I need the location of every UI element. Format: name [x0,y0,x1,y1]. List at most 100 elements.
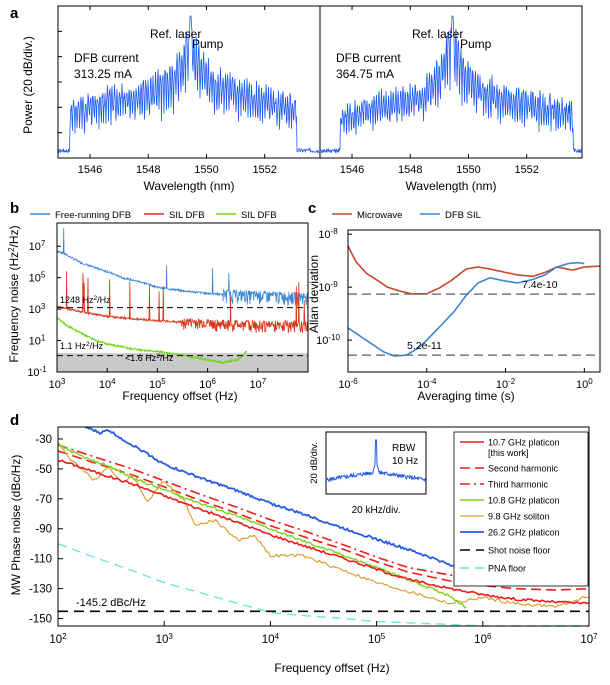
panel-d-legend: 10.7 GHz platicon [this work] Second har… [453,431,589,587]
panel-label-d: d [10,412,19,429]
d-frame [57,426,590,627]
c-xtick-label-1: 10-4 [417,377,437,392]
b-ytick-label-4: 107 [29,239,46,254]
d-legend-item-0b: [this work] [488,448,529,458]
panel-a-left-plot: 1546 1548 1550 1552 [57,6,321,176]
d-legend-item-2: Third harmonic [488,480,549,490]
a-xtick-label-1-2: 1550 [456,164,480,176]
c-legend-item-0: Microwave [357,210,402,221]
d-series-4 [57,442,589,608]
b-xtick-label-0: 103 [49,377,66,392]
a-xtick-label-1-0: 1546 [340,164,364,176]
panel-b: Frequency noise (Hz2/Hz) Free-running DF… [7,210,309,403]
d-annot-floor: -145.2 dBc/Hz [76,597,146,609]
d-ytick-label-2: -110 [30,554,52,566]
d-legend-item-1: Second harmonic [488,464,559,474]
a-xtick-label-0-3: 1552 [252,164,276,176]
panel-b-plot: 103 104 105 106 107 10-1 101 103 105 107 [27,222,309,392]
panel-label-c: c [308,200,316,217]
c-ytick-label-0: 10-10 [316,333,340,348]
a-xtick-label-0-1: 1548 [136,164,160,176]
d-ytick-label-4: -70 [35,494,52,506]
panel-b-xlabel: Frequency offset (Hz) [122,389,237,403]
a-left-ref-label: Ref. laser [150,27,201,41]
panel-label-b: b [10,200,19,217]
inset-ylabel: 20 dB/div. [309,442,320,484]
panel-a-right-plot: 1546 1548 1550 1552 [319,6,583,176]
a-left-pump-label: Pump [192,37,224,51]
b-annot-16: <1.6 Hz2/Hz [125,353,174,364]
panel-c-legend: Microwave DFB SIL [332,210,481,221]
d-xtick-label-1: 103 [156,632,174,647]
b-ytick-label-0: 10-1 [27,365,47,380]
panel-d-inset: 20 dB/div. 20 kHz/div. RBW 10 Hz [309,431,427,516]
a-left-current-label: DFB current [74,51,139,65]
panel-label-a: a [10,5,19,22]
b-annot-1248: 1248 Hz2/Hz [60,295,111,306]
b-ytick-label-1: 101 [29,333,46,348]
d-xtick-label-4: 106 [474,632,492,647]
d-series-5 [84,426,473,575]
panel-d-xlabel: Frequency offset (Hz) [274,661,389,675]
d-series-1 [57,450,590,591]
c-ytick-label-1: 10-9 [318,280,338,295]
a-right-xlabel: Wavelength (nm) [406,179,497,193]
inset-rbw-value: 10 Hz [392,456,418,467]
a-spectrum-trace-1 [319,15,583,154]
d-ytick-label-6: -30 [35,434,52,446]
inset-spectrum-trace [325,439,427,484]
panel-d-plot: 102 103 104 105 106 107 -150 -130 -110 -90 -70 -50 -… [29,426,598,647]
d-xtick-label-5: 107 [580,632,598,647]
d-legend-item-3: 10.8 GHz platicon [488,496,560,506]
panel-c-xlabel: Averaging time (s) [417,389,514,403]
d-xtick-label-3: 105 [368,632,386,647]
a-right-current-value: 364.75 mA [336,67,394,81]
a-right-current-label: DFB current [336,51,401,65]
c-xtick-label-0: 10-6 [338,377,358,392]
a-xtick-label-1-1: 1548 [398,164,422,176]
panel-a-right-frame [319,5,583,159]
a-xtick-label-0-0: 1546 [78,164,102,176]
d-series-0 [57,459,590,605]
d-xtick-label-0: 102 [49,632,67,647]
d-legend-item-7: PNA floor [488,564,526,574]
d-legend-item-5: 26.2 GHz platicon [488,528,560,538]
d-ytick-label-1: -130 [29,584,52,596]
b-legend-item-2: SIL DFB [241,210,277,221]
panel-c-ylabel: Allan deviation [307,255,321,333]
d-legend-box [453,431,589,587]
b-ytick-label-3: 105 [29,270,46,285]
b-series-0 [56,228,309,307]
panel-c: Allan deviation Microwave DFB SIL 10-6 10… [307,210,601,403]
b-annot-11: 1.1 Hz2/Hz [60,341,104,352]
panel-d: MW Phase noise (dBc/Hz) 102 103 104 105 106 1… [9,426,598,675]
a-spectrum-trace-0 [57,15,321,154]
b-xtick-label-1: 104 [99,377,116,392]
b-xtick-label-3: 106 [199,377,216,392]
d-ytick-label-5: -50 [35,464,52,476]
c-annot-lower: 5.2e-11 [407,340,442,352]
inset-frame [325,431,427,495]
a-xtick-label-1-3: 1552 [514,164,538,176]
b-shaded-floor [57,353,308,372]
a-right-ref-label: Ref. laser [412,27,463,41]
c-annot-upper: 7.4e-10 [522,279,558,291]
a-xtick-label-0-2: 1550 [194,164,218,176]
panel-b-ylabel: Frequency noise (Hz2/Hz) [7,225,22,362]
d-legend-item-4: 9.8 GHz soliton [488,512,550,522]
a-left-xlabel: Wavelength (nm) [144,179,235,193]
c-legend-item-1: DFB SIL [445,210,481,221]
a-right-pump-label: Pump [460,37,492,51]
d-ytick-label-3: -90 [35,524,52,536]
b-ytick-label-2: 103 [29,302,46,317]
c-frame [347,229,601,373]
d-series-3 [57,443,467,609]
c-ytick-label-2: 10-8 [318,227,338,242]
b-series-1 [56,271,309,334]
d-legend-item-0: 10.7 GHz platicon [488,438,560,448]
b-frame [56,222,309,373]
b-xtick-label-4: 107 [249,377,266,392]
panel-d-ylabel: MW Phase noise (dBc/Hz) [9,455,23,596]
c-xtick-label-3: 100 [576,377,593,392]
